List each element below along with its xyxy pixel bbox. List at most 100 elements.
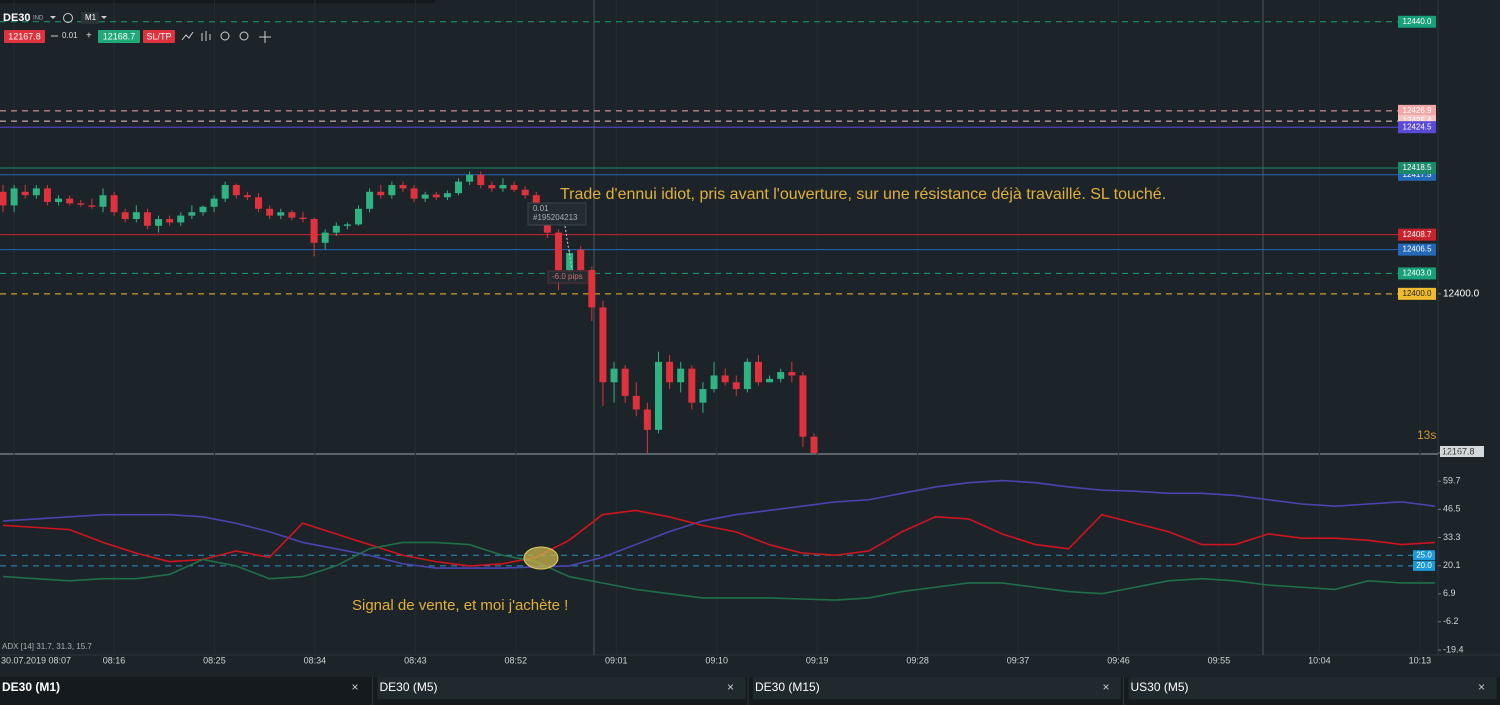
tab-label[interactable]: US30 (M5) — [1131, 680, 1189, 694]
candle-body — [488, 185, 496, 189]
time-label: 09:46 — [1107, 655, 1130, 665]
price-line-label: 12440.0 — [1403, 17, 1432, 26]
candle-body — [55, 198, 63, 203]
crosshair-icon[interactable] — [259, 31, 271, 43]
indicator-line — [2, 541, 1435, 601]
level-label: 25.0 — [1416, 550, 1432, 559]
timeframe[interactable]: M1 — [85, 13, 97, 22]
indicator-line — [2, 509, 1435, 567]
candle-body — [466, 174, 474, 182]
plus-icon[interactable]: + — [86, 31, 92, 42]
tab[interactable] — [377, 677, 746, 699]
sltp-button[interactable] — [143, 30, 175, 43]
time-label: 08:52 — [505, 655, 528, 665]
candle-body — [155, 219, 163, 226]
candle-body — [677, 368, 685, 383]
price-line-label: 12424.5 — [1403, 122, 1432, 131]
dropdown-icon[interactable] — [101, 16, 107, 19]
time-label: 10:04 — [1308, 655, 1331, 665]
candle-body — [243, 195, 251, 198]
signal-highlight — [523, 546, 559, 570]
candle-body — [510, 185, 518, 190]
price-line-label-box — [1398, 243, 1436, 256]
candle-body — [188, 212, 196, 216]
tab-close[interactable]: × — [1478, 680, 1485, 694]
candle-body — [110, 195, 118, 213]
candle-body — [166, 219, 174, 223]
candle-body — [732, 382, 740, 390]
y-tick-label: 72.9 — [1443, 447, 1461, 457]
candle-body — [710, 375, 718, 390]
y-tick-label: 46.5 — [1443, 504, 1461, 514]
candle-body — [643, 409, 651, 430]
candle-body — [266, 208, 274, 216]
price-line-label: 12426.9 — [1403, 106, 1432, 115]
candle-body — [721, 375, 729, 383]
tab[interactable] — [0, 677, 368, 699]
price-line-label: 12418.5 — [1403, 163, 1432, 172]
level-label-box — [1413, 560, 1435, 571]
candle-body — [688, 368, 696, 403]
candle-body — [377, 191, 385, 196]
candle-body — [599, 307, 607, 383]
candle-body — [810, 436, 818, 453]
ask[interactable]: 12168.7 — [103, 31, 136, 41]
candle-body — [788, 372, 796, 376]
order-id: #195204213 — [533, 213, 578, 222]
price-line-label: 12425.4 — [1403, 116, 1432, 125]
pips-box — [547, 270, 589, 284]
candle-body — [310, 219, 318, 243]
y-tick-label: 59.7 — [1443, 476, 1461, 486]
indicator-icon[interactable] — [201, 31, 211, 41]
current-price-box — [1440, 446, 1484, 457]
order-volume: 0.01 — [533, 204, 549, 213]
price-line-label-box — [1398, 267, 1436, 280]
candle-body — [66, 198, 74, 204]
chart-type-icon[interactable] — [181, 31, 194, 41]
timeframe-box[interactable] — [81, 12, 99, 24]
info-icon[interactable] — [63, 13, 73, 23]
candle-body — [32, 188, 40, 196]
bid[interactable]: 12167.8 — [8, 31, 41, 41]
level-label: 20.0 — [1416, 561, 1432, 570]
dropdown-icon[interactable] — [50, 16, 56, 19]
candle-body — [321, 232, 329, 243]
time-label: 09:10 — [705, 655, 728, 665]
candle-body — [299, 217, 307, 220]
candle-body — [132, 212, 140, 220]
y-tick-label: 33.3 — [1443, 532, 1461, 542]
volume[interactable]: 0.01 — [62, 31, 78, 40]
candle-body — [566, 253, 574, 271]
sltp[interactable]: SL/TP — [146, 31, 171, 41]
candle-body — [577, 249, 585, 271]
tab-close[interactable]: × — [351, 680, 358, 694]
zoom-in-icon[interactable] — [239, 31, 249, 41]
sell-button[interactable] — [4, 30, 45, 43]
tab-label[interactable]: DE30 (M15) — [755, 680, 820, 694]
symbol[interactable]: DE30 — [3, 12, 31, 24]
tab-close[interactable]: × — [727, 680, 734, 694]
time-label: 30.07.2019 08:07 — [1, 655, 71, 665]
candle-body — [421, 194, 429, 199]
price-line-label-box — [1398, 162, 1436, 175]
tab-label[interactable]: DE30 (M5) — [380, 680, 438, 694]
order-box[interactable] — [527, 202, 587, 226]
candle-body — [432, 194, 440, 198]
tab-label[interactable]: DE30 (M1) — [2, 680, 60, 694]
candle-body — [0, 191, 7, 206]
tab-close[interactable]: × — [1102, 680, 1109, 694]
candle-body — [610, 368, 618, 383]
tab[interactable] — [1128, 677, 1497, 699]
time-label: 09:28 — [906, 655, 929, 665]
buy-button[interactable] — [98, 30, 140, 43]
candle-body — [666, 361, 674, 383]
zoom-out-icon[interactable] — [220, 31, 230, 41]
time-label: 09:01 — [605, 655, 628, 665]
tab[interactable] — [753, 677, 1121, 699]
time-label: 09:55 — [1208, 655, 1231, 665]
candle-body — [766, 378, 774, 383]
price-line-label-box — [1398, 104, 1436, 117]
price-line-label-box — [1398, 121, 1436, 134]
level-label-box — [1413, 550, 1435, 561]
